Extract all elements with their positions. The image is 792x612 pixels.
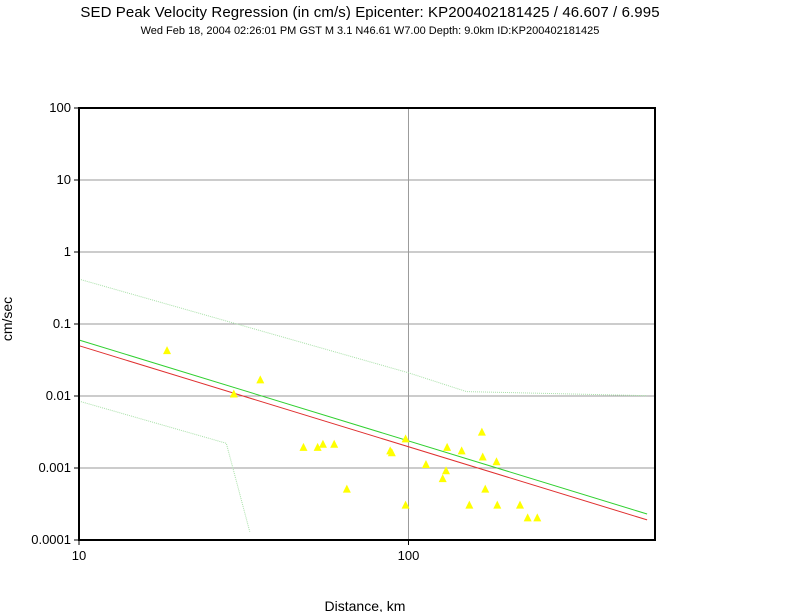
y-tick-label: 0.0001 <box>31 532 71 547</box>
lower-bound-line <box>78 400 251 532</box>
station-point <box>387 448 396 457</box>
regression-lines <box>78 339 648 521</box>
station-point <box>523 513 532 522</box>
station-point <box>421 460 430 469</box>
station-point <box>401 434 410 443</box>
station-point <box>533 513 542 522</box>
fit-line <box>78 339 648 515</box>
x-tick-label: 10 <box>72 548 86 563</box>
station-point <box>442 466 451 475</box>
station-point <box>438 474 447 483</box>
upper-bound-line <box>78 278 648 397</box>
station-point <box>481 484 490 493</box>
station-point <box>342 484 351 493</box>
station-point <box>163 346 172 355</box>
chart-subtitle: Wed Feb 18, 2004 02:26:01 PM GST M 3.1 N… <box>140 25 600 37</box>
chart-title: SED Peak Velocity Regression (in cm/s) E… <box>80 4 660 21</box>
station-point <box>492 457 501 466</box>
station-point <box>313 442 322 451</box>
station-point <box>401 500 410 509</box>
y-axis-title: cm/sec <box>0 297 15 341</box>
station-point <box>478 452 487 461</box>
station-point <box>457 446 466 455</box>
regression-line <box>78 345 648 521</box>
grid-lines <box>78 107 655 541</box>
confidence-bounds <box>78 278 648 532</box>
x-axis-title: Distance, km <box>325 598 406 612</box>
station-point <box>493 500 502 509</box>
station-point <box>256 375 265 384</box>
station-point <box>516 500 524 509</box>
y-tick-label: 0.001 <box>38 460 71 475</box>
y-tick-label: 0.1 <box>53 316 71 331</box>
station-point <box>318 439 327 448</box>
station-point <box>465 500 474 509</box>
station-point <box>330 439 339 448</box>
y-tick-label: 100 <box>49 100 71 115</box>
y-tick-label: 1 <box>64 244 71 259</box>
y-tick-label: 0.01 <box>46 388 71 403</box>
station-point <box>477 427 486 436</box>
x-tick-label: 100 <box>398 548 420 563</box>
station-markers <box>163 346 542 522</box>
y-tick-label: 10 <box>57 172 71 187</box>
station-point <box>443 442 452 451</box>
station-point <box>299 442 308 451</box>
station-point <box>229 389 238 398</box>
